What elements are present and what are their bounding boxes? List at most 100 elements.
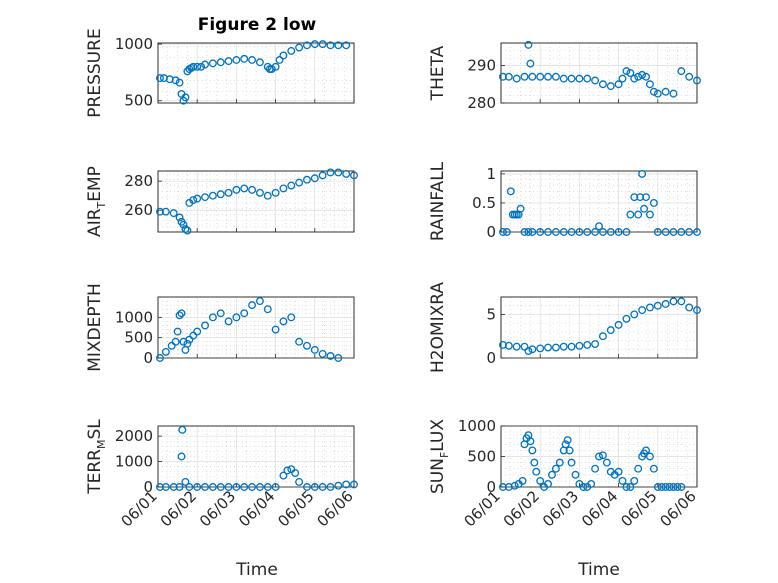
- air-temp-y-tick-label: 260: [124, 201, 153, 219]
- h2omixra-data-point: [536, 344, 545, 353]
- pressure-data-point: [287, 46, 296, 55]
- theta-data-point: [591, 76, 600, 85]
- pressure-y-tick-label: 1000: [115, 35, 153, 53]
- theta-data-point: [499, 72, 507, 81]
- theta-data-point: [536, 72, 545, 81]
- theta-data-point: [614, 80, 623, 89]
- terr-msl-data-point: [185, 483, 194, 491]
- pressure-data-point: [181, 93, 190, 102]
- sun-flux-data-point: [579, 483, 588, 491]
- rainfall-data-point: [642, 193, 650, 202]
- rainfall-data-point: [693, 228, 701, 236]
- mixdepth-data-point: [279, 317, 288, 326]
- h2omixra-data-point: [638, 306, 647, 315]
- terr-msl-data-point: [334, 481, 343, 490]
- sun-flux-y-tick-label: 1000: [458, 417, 496, 435]
- theta-axes-box: [500, 42, 698, 104]
- sun-flux-data-point: [518, 476, 527, 485]
- pressure-data-point: [255, 58, 264, 67]
- h2omixra-data-point: [559, 342, 568, 351]
- terr-msl-x-tick-label: 06/05: [274, 487, 317, 530]
- air-temp-data-point: [342, 169, 351, 178]
- h2omixra-data-point: [685, 303, 694, 312]
- pressure-data-point: [295, 43, 304, 52]
- h2omixra-data-point: [677, 297, 686, 306]
- terr-msl-data-point: [178, 425, 187, 434]
- mixdepth-data-point: [303, 341, 311, 350]
- sun-flux-y-tick-label: 0: [486, 478, 496, 496]
- terr-msl-data-point: [193, 483, 202, 491]
- sun-flux-data-point: [677, 483, 686, 491]
- rainfall-data-point: [567, 228, 576, 236]
- mixdepth-data-point: [185, 335, 194, 344]
- rainfall-data-point: [661, 228, 670, 236]
- sun-flux-data-point: [563, 436, 572, 444]
- rainfall-data-point: [595, 222, 603, 231]
- air-temp-data-point: [334, 168, 343, 177]
- terr-msl-data-point: [169, 483, 178, 491]
- terr-msl-data-point: [326, 483, 335, 491]
- sun-flux-data-point: [634, 464, 643, 473]
- h2omixra-data-point: [653, 301, 662, 310]
- h2omixra-data-point: [693, 306, 701, 315]
- sun-flux-data-point: [665, 483, 674, 491]
- sun-flux-data-point: [622, 483, 631, 491]
- subplot-mixdepth: 0 500 1000 MIXDEPTH: [85, 283, 355, 372]
- theta-data-point: [649, 87, 658, 96]
- mixdepth-data-point: [224, 317, 233, 326]
- sun-flux-data-point: [602, 458, 611, 467]
- theta-data-point: [634, 72, 643, 81]
- theta-data-point: [622, 67, 631, 76]
- air-temp-data-point: [287, 181, 296, 190]
- h2omixra-data-point: [512, 342, 521, 351]
- sun-flux-data-point: [587, 480, 596, 488]
- pressure-data-point: [271, 62, 280, 71]
- sun-flux-data-point: [626, 483, 635, 491]
- h2omixra-data-point: [606, 326, 615, 335]
- air-temp-data-point: [318, 171, 327, 180]
- air-temp-data-point: [240, 184, 249, 193]
- mixdepth-data-point: [171, 337, 180, 346]
- theta-data-point: [598, 80, 607, 89]
- sun-flux-data-point: [614, 467, 623, 476]
- pressure-data-point: [275, 56, 284, 64]
- air-temp-data-point: [208, 191, 217, 200]
- rainfall-data-point: [685, 228, 694, 236]
- air-temp-data-point: [295, 178, 304, 187]
- mixdepth-y-tick-label: 500: [124, 329, 153, 347]
- rainfall-data-point: [528, 228, 537, 236]
- rainfall-data-point: [630, 193, 639, 202]
- sun-flux-data-point: [551, 464, 560, 473]
- pressure-y-axis-label: PRESSURE: [85, 28, 105, 117]
- pressure-data-point: [224, 57, 233, 66]
- terr-msl-data-point: [240, 483, 249, 491]
- terr-msl-plot-area: [157, 425, 355, 488]
- rainfall-data-point: [499, 228, 507, 236]
- h2omixra-data-point: [614, 320, 623, 329]
- theta-data-point: [520, 72, 529, 81]
- h2omixra-data-point: [528, 345, 537, 354]
- mixdepth-data-point: [334, 354, 343, 362]
- mixdepth-plot-area: [157, 296, 355, 359]
- rainfall-data-point: [634, 210, 643, 219]
- h2omixra-data-point: [575, 341, 584, 350]
- theta-data-point: [512, 74, 521, 83]
- air-temp-data-point: [201, 193, 209, 202]
- air-temp-data-point: [303, 175, 311, 184]
- sun-flux-data-point: [567, 458, 576, 467]
- theta-data-point: [653, 89, 662, 98]
- terr-msl-data-point: [248, 483, 257, 491]
- theta-data-point: [638, 70, 647, 79]
- rainfall-data-point: [520, 228, 529, 236]
- rainfall-data-point: [669, 228, 678, 236]
- air-temp-axes-box: [157, 170, 355, 233]
- sun-flux-data-point: [555, 458, 564, 467]
- sun-flux-data-point: [642, 446, 650, 455]
- x-axis-label-left: Time: [235, 560, 278, 580]
- rainfall-data-point: [626, 210, 635, 219]
- subplot-pressure: 500 1000 PRESSURE: [85, 28, 355, 118]
- pressure-data-point: [232, 56, 241, 64]
- terr-msl-data-point: [318, 483, 327, 491]
- sun-flux-data-point: [510, 481, 519, 490]
- mixdepth-data-point: [310, 345, 319, 354]
